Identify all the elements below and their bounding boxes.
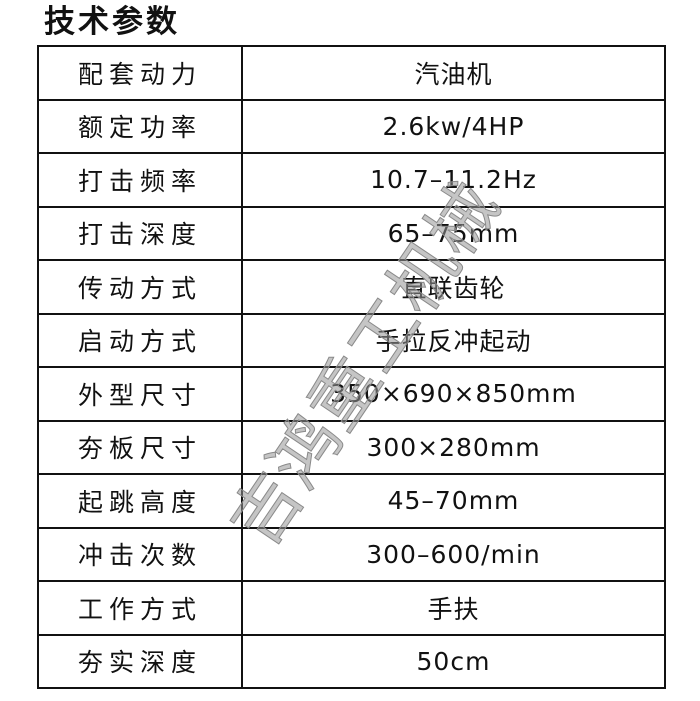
table-row: 冲击次数 300–600/min	[37, 526, 666, 582]
spec-label: 启动方式	[37, 312, 243, 368]
spec-label: 起跳高度	[37, 473, 243, 529]
table-row: 配套动力 汽油机	[37, 45, 666, 101]
spec-label: 配套动力	[37, 45, 243, 101]
spec-value: 手拉反冲起动	[241, 312, 666, 368]
spec-value: 50cm	[241, 633, 666, 689]
spec-label: 传动方式	[37, 259, 243, 315]
table-row: 起跳高度 45–70mm	[37, 473, 666, 529]
table-row: 打击频率 10.7–11.2Hz	[37, 152, 666, 208]
table-row: 外型尺寸 350×690×850mm	[37, 366, 666, 422]
table-row: 打击深度 65–75mm	[37, 205, 666, 261]
spec-label: 额定功率	[37, 98, 243, 154]
table-row: 额定功率 2.6kw/4HP	[37, 98, 666, 154]
spec-label: 夯板尺寸	[37, 419, 243, 475]
spec-value: 65–75mm	[241, 205, 666, 261]
spec-value: 300–600/min	[241, 526, 666, 582]
spec-value: 45–70mm	[241, 473, 666, 529]
table-row: 启动方式 手拉反冲起动	[37, 312, 666, 368]
table-row: 工作方式 手扶	[37, 580, 666, 636]
spec-value: 300×280mm	[241, 419, 666, 475]
spec-value: 手扶	[241, 580, 666, 636]
spec-value: 350×690×850mm	[241, 366, 666, 422]
spec-label: 夯实深度	[37, 633, 243, 689]
spec-label: 工作方式	[37, 580, 243, 636]
table-row: 夯板尺寸 300×280mm	[37, 419, 666, 475]
spec-label: 打击频率	[37, 152, 243, 208]
spec-label: 打击深度	[37, 205, 243, 261]
spec-label: 冲击次数	[37, 526, 243, 582]
spec-value: 10.7–11.2Hz	[241, 152, 666, 208]
spec-value: 2.6kw/4HP	[241, 98, 666, 154]
spec-label: 外型尺寸	[37, 366, 243, 422]
spec-value: 汽油机	[241, 45, 666, 101]
spec-value: 直联齿轮	[241, 259, 666, 315]
section-title: 技术参数	[44, 4, 180, 40]
spec-table: 配套动力 汽油机 额定功率 2.6kw/4HP 打击频率 10.7–11.2Hz 打击深度 6…	[37, 45, 666, 689]
table-row: 传动方式 直联齿轮	[37, 259, 666, 315]
table-row: 夯实深度 50cm	[37, 633, 666, 689]
